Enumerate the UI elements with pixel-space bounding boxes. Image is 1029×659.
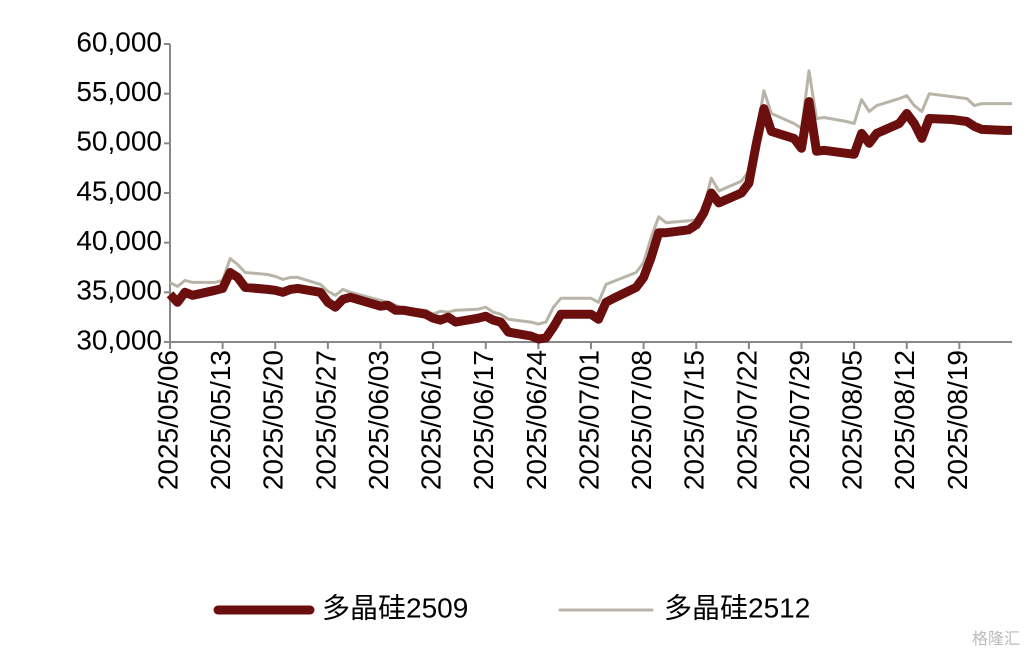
x-tick-label: 2025/07/01 [573,350,604,490]
legend-label: 多晶硅2509 [322,592,468,623]
x-tick-label: 2025/08/12 [889,350,920,490]
x-tick-label: 2025/08/19 [942,350,973,490]
x-tick-label: 2025/05/06 [152,350,183,490]
x-tick-label: 2025/05/20 [258,350,289,490]
x-tick-label: 2025/07/29 [784,350,815,490]
y-tick-label: 60,000 [76,26,162,57]
x-tick-label: 2025/07/08 [626,350,657,490]
series-line [169,69,1012,326]
y-tick-label: 30,000 [76,324,162,355]
x-tick-label: 2025/07/15 [679,350,710,490]
x-tick-label: 2025/06/10 [416,350,447,490]
x-tick-label: 2025/08/05 [837,350,868,490]
y-tick-label: 40,000 [76,225,162,256]
y-tick-label: 45,000 [76,175,162,206]
x-tick-label: 2025/05/27 [310,350,341,490]
legend-label: 多晶硅2512 [664,592,810,623]
y-tick-label: 35,000 [76,275,162,306]
x-tick-label: 2025/05/13 [205,350,236,490]
x-tick-label: 2025/06/17 [468,350,499,490]
x-tick-label: 2025/06/03 [363,350,394,490]
x-tick-label: 2025/06/24 [521,350,552,490]
series-line [166,97,1012,344]
x-tick-label: 2025/07/22 [731,350,762,490]
y-tick-label: 55,000 [76,76,162,107]
y-tick-label: 50,000 [76,126,162,157]
watermark: 格隆汇 [972,630,1020,648]
